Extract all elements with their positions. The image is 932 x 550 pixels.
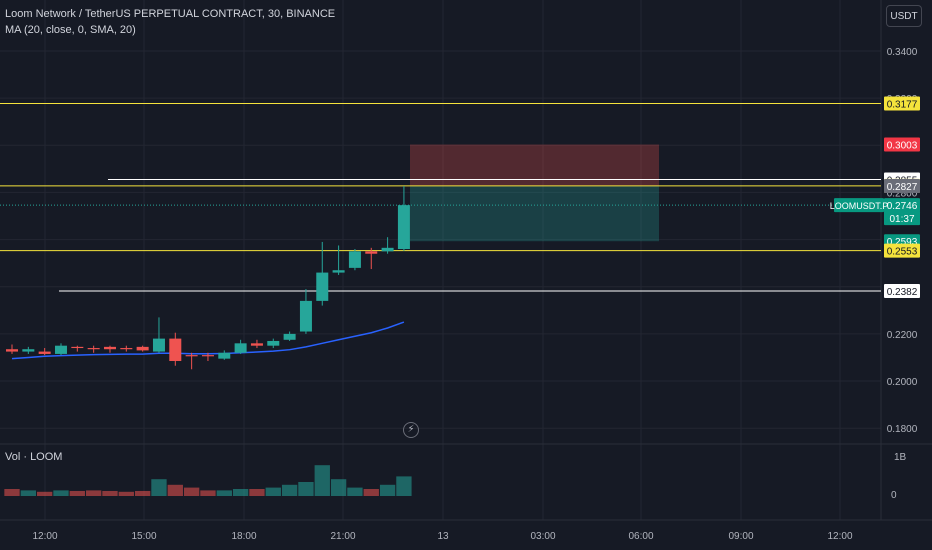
time-axis-tick: 06:00 <box>628 531 653 542</box>
price-label: 01:37 <box>889 214 914 225</box>
symbol-title: Loom Network / TetherUS PERPETUAL CONTRA… <box>5 8 336 20</box>
volume-bar <box>134 490 151 496</box>
price-label: 0.2746 <box>887 201 918 212</box>
lightning-icon[interactable]: ⚡ <box>403 422 419 438</box>
symbol-tag-box <box>834 198 884 213</box>
candle-body <box>381 247 394 252</box>
candle-body <box>54 345 67 354</box>
time-axis-tick: 12:00 <box>827 531 852 542</box>
price-axis-tick: 0.2800 <box>887 188 918 199</box>
volume-bar <box>281 484 298 496</box>
volume-bar <box>151 479 167 496</box>
volume-bar <box>102 490 118 496</box>
time-axis-tick: 18:00 <box>231 531 256 542</box>
symbol-tag: LOOMUSDT.P <box>830 201 889 211</box>
volume-bar <box>298 482 314 496</box>
volume-bar <box>4 489 20 496</box>
candle-body <box>22 349 35 352</box>
currency-button[interactable]: USDT <box>886 5 922 27</box>
volume-bar <box>363 489 379 496</box>
candle-body <box>218 352 231 359</box>
price-label-box <box>884 137 920 152</box>
candle-body <box>136 346 149 351</box>
candle-body <box>365 251 378 254</box>
time-axis-tick: 03:00 <box>530 531 555 542</box>
price-axis-tick: 0.2000 <box>887 377 918 388</box>
volume-bar <box>167 484 183 496</box>
price-label-box <box>884 211 920 226</box>
volume-bar <box>216 490 232 496</box>
volume-bar <box>53 490 69 496</box>
volume-bar <box>183 487 200 496</box>
candle-body <box>38 351 51 354</box>
candle-body <box>316 272 329 301</box>
price-label: 0.2593 <box>887 237 918 248</box>
time-axis-tick: 21:00 <box>330 531 355 542</box>
candle-body <box>332 270 345 273</box>
volume-bar <box>118 491 134 496</box>
candle-body <box>6 349 18 352</box>
volume-legend[interactable]: Vol · LOOM <box>5 451 63 463</box>
candle-body <box>299 300 312 332</box>
candle-body <box>152 338 165 352</box>
candle-body <box>120 348 133 350</box>
time-axis-tick: 15:00 <box>131 531 156 542</box>
candle-body <box>283 333 296 340</box>
candle-body <box>250 343 263 346</box>
volume-bar <box>69 490 85 496</box>
volume-axis-tick: 0 <box>891 490 897 501</box>
volume-bar <box>200 490 216 496</box>
candle-body <box>397 205 410 250</box>
price-label-box <box>884 198 920 213</box>
candle-body <box>234 343 247 353</box>
price-label: 0.2553 <box>887 247 918 258</box>
volume-bar <box>36 491 53 496</box>
time-axis-tick: 13 <box>437 531 449 542</box>
price-label-box <box>884 96 920 111</box>
price-label-box <box>884 283 920 298</box>
price-label: 0.2382 <box>887 287 918 298</box>
candle-body <box>201 355 214 357</box>
price-axis-tick: 0.1800 <box>887 424 918 435</box>
price-label: 0.3003 <box>887 141 918 152</box>
price-label-box <box>884 179 920 194</box>
candle-body <box>169 338 182 362</box>
volume-bar <box>232 489 249 496</box>
indicator-legend[interactable]: MA (20, close, 0, SMA, 20) <box>5 24 136 36</box>
time-axis-tick: 09:00 <box>728 531 753 542</box>
volume-bar <box>396 476 412 496</box>
volume-bar <box>20 490 36 496</box>
price-label: 0.3177 <box>887 100 918 111</box>
candle-body <box>185 355 198 357</box>
price-axis-tick: 0.2200 <box>887 330 918 341</box>
volume-bar <box>314 465 330 496</box>
candle-body <box>103 346 116 350</box>
volume-axis-tick: 1B <box>894 452 907 463</box>
price-label-box <box>884 243 920 258</box>
volume-bar <box>330 479 347 496</box>
candle-body <box>267 340 280 346</box>
price-label: 0.2827 <box>887 182 918 193</box>
candle-body <box>71 346 84 349</box>
volume-bar <box>347 487 363 496</box>
position-reward-zone <box>410 186 659 242</box>
time-axis-tick: 12:00 <box>32 531 57 542</box>
candle-body <box>87 348 100 350</box>
volume-bar <box>249 489 265 496</box>
price-axis-tick: 0.3400 <box>887 47 918 58</box>
volume-bar <box>265 487 281 496</box>
volume-bar <box>379 484 396 496</box>
volume-bar <box>85 490 102 496</box>
candle-body <box>348 251 361 268</box>
